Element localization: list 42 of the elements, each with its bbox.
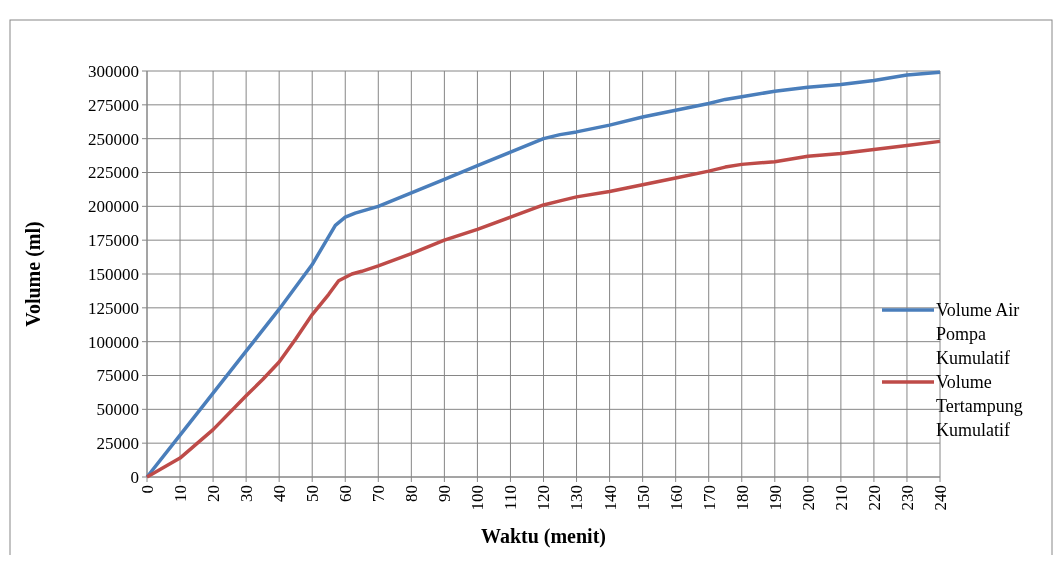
x-tick-label: 180 <box>732 485 752 511</box>
x-tick-label: 80 <box>402 485 422 502</box>
x-axis-title: Waktu (menit) <box>481 525 606 548</box>
x-tick-label: 50 <box>303 485 323 502</box>
x-tick-label: 0 <box>137 485 157 494</box>
y-axis-title: Volume (ml) <box>22 221 45 327</box>
x-tick-label: 110 <box>501 485 521 510</box>
x-tick-label: 220 <box>864 485 884 511</box>
y-tick-label: 50000 <box>96 400 139 420</box>
y-tick-label: 0 <box>130 467 139 487</box>
y-tick-label: 275000 <box>88 95 139 115</box>
legend-label: Volume Tertampung Kumulatif <box>936 372 1023 441</box>
x-tick-label: 70 <box>369 485 389 502</box>
x-tick-label: 170 <box>699 485 719 511</box>
legend-label: Volume Air Pompa Kumulatif <box>936 300 1020 369</box>
y-tick-label: 150000 <box>88 264 139 284</box>
x-tick-label: 40 <box>270 485 290 502</box>
x-tick-label: 10 <box>170 485 190 502</box>
x-tick-label: 200 <box>798 485 818 511</box>
x-tick-label: 230 <box>897 485 917 511</box>
x-tick-label: 30 <box>237 485 257 502</box>
x-tick-label: 90 <box>435 485 455 502</box>
y-tick-label: 100000 <box>88 332 139 352</box>
y-tick-label: 200000 <box>88 197 139 217</box>
x-tick-label: 190 <box>765 485 785 511</box>
y-tick-label: 175000 <box>88 231 139 251</box>
x-tick-label: 60 <box>336 485 356 502</box>
x-tick-label: 150 <box>633 485 653 511</box>
y-tick-label: 75000 <box>96 366 139 386</box>
x-tick-label: 100 <box>468 485 488 511</box>
x-tick-label: 140 <box>600 485 620 511</box>
x-tick-label: 160 <box>666 485 686 511</box>
y-tick-label: 250000 <box>88 129 139 149</box>
y-tick-label: 125000 <box>88 298 139 318</box>
x-tick-label: 130 <box>567 485 587 511</box>
x-tick-label: 210 <box>831 485 851 511</box>
x-tick-label: 20 <box>204 485 224 502</box>
y-tick-label: 225000 <box>88 163 139 183</box>
x-tick-label: 120 <box>534 485 554 511</box>
x-tick-label: 240 <box>930 485 950 511</box>
y-tick-label: 25000 <box>96 434 139 454</box>
y-tick-label: 300000 <box>88 61 139 81</box>
